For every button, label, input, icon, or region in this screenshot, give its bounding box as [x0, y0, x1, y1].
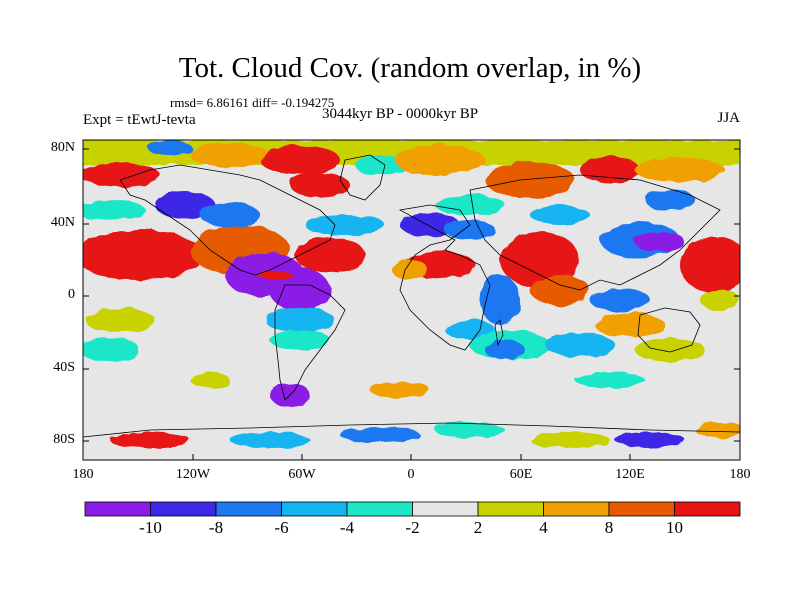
lon-tick-180e: 180 — [729, 467, 751, 482]
colorbar-tick-label: -8 — [208, 518, 224, 537]
lon-tick-60e: 60E — [509, 467, 533, 482]
colorbar-tick-label: 2 — [473, 518, 483, 537]
colorbar-swatch-9 — [674, 501, 741, 517]
lon-tick-60w: 60W — [288, 467, 316, 482]
lon-tick-180w: 180 — [72, 467, 94, 482]
coastlines — [83, 154, 740, 438]
colorbar-swatch-4 — [346, 501, 413, 517]
colorbar-tick-label: -4 — [339, 518, 355, 537]
lat-tick-80n: 80N — [50, 140, 75, 155]
colorbar-swatch-6 — [477, 501, 544, 517]
chart-title: Tot. Cloud Cov. (random overlap, in %) — [178, 52, 642, 84]
map-field — [83, 140, 740, 460]
lat-tick-80s: 80S — [53, 432, 75, 447]
colorbar-tick-label: -2 — [405, 518, 420, 537]
lon-tick-120e: 120E — [615, 467, 645, 482]
experiment-label: Expt = tEwtJ-tevta — [83, 112, 196, 128]
colorbar-swatch-2 — [215, 501, 282, 517]
colorbar-tick-label: -10 — [139, 518, 162, 537]
colorbar-swatch-7 — [543, 501, 610, 517]
colorbar-swatch-1 — [150, 501, 217, 517]
colorbar-swatch-3 — [281, 501, 348, 517]
lat-tick-40n: 40N — [50, 215, 75, 230]
stats-label: rmsd= 6.86161 diff= -0.194275 — [170, 95, 335, 110]
season-label: JJA — [717, 110, 740, 126]
colorbar-swatch-5 — [412, 501, 479, 517]
colorbar-swatch-8 — [608, 501, 675, 517]
colorbar-swatch-0 — [84, 501, 151, 517]
lat-tick-40s: 40S — [53, 360, 75, 375]
colorbar — [84, 501, 741, 517]
lon-tick-120w: 120W — [175, 467, 211, 482]
lon-tick-0: 0 — [407, 467, 415, 482]
colorbar-tick-label: 10 — [666, 518, 683, 537]
colorbar-tick-label: 4 — [539, 518, 548, 537]
period-label: 3044kyr BP - 0000kyr BP — [322, 106, 479, 122]
colorbar-tick-label: -6 — [274, 518, 289, 537]
axis-ticks — [82, 148, 741, 460]
lat-tick-0: 0 — [68, 287, 75, 302]
colorbar-tick-label: 8 — [604, 518, 614, 537]
